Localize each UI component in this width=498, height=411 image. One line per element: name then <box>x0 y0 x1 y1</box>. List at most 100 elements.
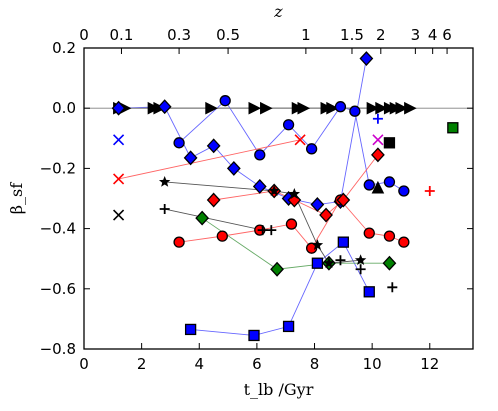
axis-ticks: 0 2 4 6 8 10 120.20.0−0.2−0.4−0.6−0.80 0.1 0.3 0.… <box>40 26 473 373</box>
point-diamond-7-1 <box>270 261 284 277</box>
point-triangle-right-0-4 <box>205 101 218 115</box>
x-tick-label-0: 0 <box>79 355 89 373</box>
top-tick-label-3: 0.5 <box>216 26 240 44</box>
point-plus-13-0 <box>372 113 383 124</box>
point-diamond-7-3 <box>382 255 397 271</box>
y-tick-label-1: 0.0 <box>52 99 76 117</box>
point-square-15-0 <box>383 137 396 149</box>
point-diamond-1-3 <box>206 138 221 154</box>
x-axis-title: t_lb /Gyr <box>244 380 314 399</box>
point-triangle-right-0-15 <box>395 101 409 115</box>
y-axis-title: β_sf <box>7 182 26 214</box>
point-circle-2-7 <box>363 179 375 191</box>
point-plus-10-1 <box>355 264 366 275</box>
point-diamond-1-7 <box>310 197 325 212</box>
point-circle-4-3 <box>285 218 298 230</box>
point-x-11-0 <box>113 134 125 146</box>
top-tick-label-8: 4 <box>428 26 438 44</box>
point-triangle-up-16-0 <box>371 180 385 194</box>
top-tick-label-1: 0.1 <box>110 26 134 44</box>
point-circle-2-8 <box>383 176 396 188</box>
point-square-3-0 <box>184 323 197 336</box>
point-diamond-5-5 <box>371 147 385 163</box>
point-plus-17-0 <box>424 185 435 196</box>
point-square-3-2 <box>282 320 295 333</box>
point-triangle-right-0-6 <box>260 101 273 115</box>
series-line-1 <box>118 58 367 205</box>
point-plus-10-0 <box>335 255 346 266</box>
point-triangle-right-0-8 <box>297 101 311 115</box>
point-x-6-0 <box>113 173 125 185</box>
point-square-3-4 <box>337 236 349 248</box>
y-tick-label-5: −0.8 <box>40 340 76 358</box>
plot-frame <box>83 47 474 350</box>
y-tick-label-0: 0.2 <box>52 39 76 57</box>
point-diamond-1-0 <box>111 100 126 116</box>
point-triangle-right-0-12 <box>375 101 388 115</box>
point-circle-2-2 <box>254 149 266 161</box>
x-tick-label-6: 12 <box>420 355 439 373</box>
y-tick-label-3: −0.4 <box>40 220 76 238</box>
point-circle-2-5 <box>334 101 347 113</box>
point-star-8-3 <box>311 239 324 251</box>
point-triangle-right-0-5 <box>248 101 262 115</box>
point-triangle-right-0-10 <box>326 101 339 115</box>
top-tick-label-4: 1 <box>301 26 311 44</box>
top-tick-label-5: 1.5 <box>340 26 364 44</box>
point-circle-2-4 <box>305 143 318 155</box>
point-circle-2-1 <box>219 95 231 107</box>
point-star-8-0 <box>158 175 171 187</box>
point-diamond-5-4 <box>336 192 351 208</box>
point-circle-2-0 <box>173 137 185 149</box>
point-square-3-5 <box>363 286 375 298</box>
point-diamond-5-0 <box>206 192 221 208</box>
x-tick-label-4: 8 <box>310 355 320 373</box>
point-triangle-right-0-11 <box>366 101 380 115</box>
point-circle-2-9 <box>398 185 410 197</box>
point-diamond-5-3 <box>319 207 333 223</box>
x-tick-label-3: 6 <box>252 355 262 373</box>
series-line-2 <box>178 99 405 192</box>
point-diamond-1-5 <box>252 179 267 194</box>
point-triangle-right-0-16 <box>404 101 417 115</box>
top-tick-label-2: 0.3 <box>167 26 191 44</box>
series-line-6 <box>118 139 301 180</box>
point-circle-2-6 <box>349 105 361 117</box>
data-points <box>111 51 459 342</box>
x-tick-label-2: 4 <box>194 355 204 373</box>
point-square-3-3 <box>311 257 324 269</box>
point-diamond-1-1 <box>157 99 172 115</box>
point-plus-9-2 <box>266 225 277 236</box>
point-circle-2-3 <box>282 119 295 131</box>
series-line-8 <box>164 181 361 264</box>
y-tick-label-2: −0.2 <box>40 159 76 177</box>
top-tick-label-6: 2 <box>376 26 386 44</box>
x-tick-label-5: 10 <box>363 355 382 373</box>
point-diamond-7-0 <box>195 210 210 226</box>
series-line-3 <box>190 241 370 336</box>
point-square-18-0 <box>447 122 459 134</box>
point-star-8-2 <box>288 187 301 199</box>
y-tick-label-4: −0.6 <box>40 280 76 298</box>
point-circle-4-0 <box>173 236 185 248</box>
top-axis-title: z <box>273 2 283 21</box>
point-diamond-5-2 <box>287 192 302 208</box>
point-square-3-1 <box>248 329 260 342</box>
top-tick-label-7: 3 <box>411 26 421 44</box>
point-diamond-1-2 <box>183 150 198 166</box>
point-circle-4-6 <box>363 227 375 239</box>
point-star-8-1 <box>268 184 280 196</box>
top-tick-label-0: 0 <box>79 26 89 44</box>
series-line-5 <box>213 154 379 216</box>
point-star-8-4 <box>323 257 335 269</box>
x-tick-label-1: 2 <box>137 355 147 373</box>
point-circle-4-8 <box>398 236 410 248</box>
point-plus-9-0 <box>159 204 170 215</box>
point-diamond-1-9 <box>359 51 374 66</box>
point-x-14-0 <box>372 134 384 146</box>
point-x-12-0 <box>113 209 125 221</box>
top-tick-label-9: 6 <box>442 26 452 44</box>
point-circle-4-1 <box>216 230 228 242</box>
point-diamond-1-4 <box>226 160 241 176</box>
point-circle-4-7 <box>383 230 396 242</box>
